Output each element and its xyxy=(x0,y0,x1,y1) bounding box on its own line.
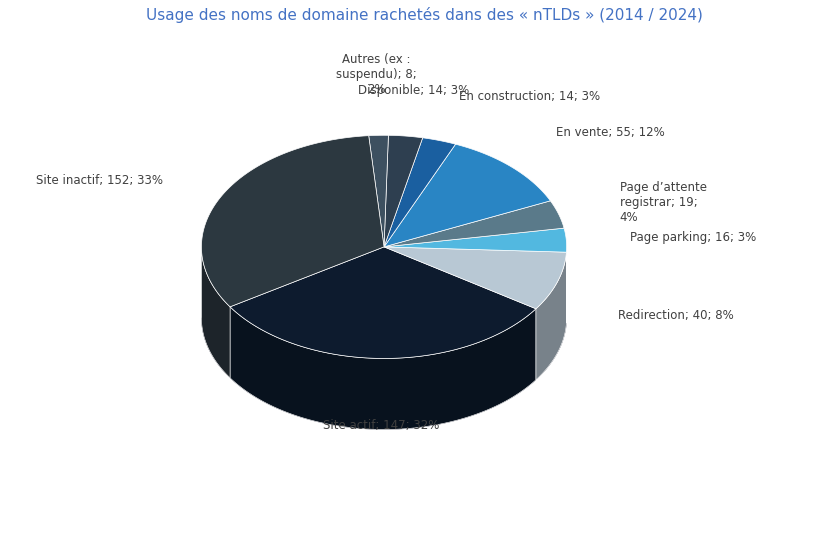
Text: Autres (ex :
suspendu); 8;
2%: Autres (ex : suspendu); 8; 2% xyxy=(336,53,417,96)
Polygon shape xyxy=(230,307,536,430)
Title: Usage des noms de domaine rachetés dans des « nTLDs » (2014 / 2024): Usage des noms de domaine rachetés dans … xyxy=(146,7,703,23)
Polygon shape xyxy=(384,201,564,247)
Text: Site actif; 147; 32%: Site actif; 147; 32% xyxy=(323,419,440,432)
Polygon shape xyxy=(201,246,230,378)
Polygon shape xyxy=(384,135,423,247)
Text: Page d’attente
registrar; 19;
4%: Page d’attente registrar; 19; 4% xyxy=(620,181,707,224)
Text: Site inactif; 152; 33%: Site inactif; 152; 33% xyxy=(36,174,163,186)
Polygon shape xyxy=(384,228,567,252)
Polygon shape xyxy=(384,138,456,247)
Polygon shape xyxy=(201,136,384,307)
Polygon shape xyxy=(368,135,388,247)
Text: Disponible; 14; 3%: Disponible; 14; 3% xyxy=(358,84,469,98)
Polygon shape xyxy=(384,144,550,247)
Polygon shape xyxy=(536,252,566,380)
Text: Page parking; 16; 3%: Page parking; 16; 3% xyxy=(630,231,756,244)
Polygon shape xyxy=(384,247,566,309)
Text: Redirection; 40; 8%: Redirection; 40; 8% xyxy=(618,309,734,322)
Polygon shape xyxy=(230,247,536,358)
Text: En vente; 55; 12%: En vente; 55; 12% xyxy=(556,126,665,139)
Text: En construction; 14; 3%: En construction; 14; 3% xyxy=(459,90,600,103)
